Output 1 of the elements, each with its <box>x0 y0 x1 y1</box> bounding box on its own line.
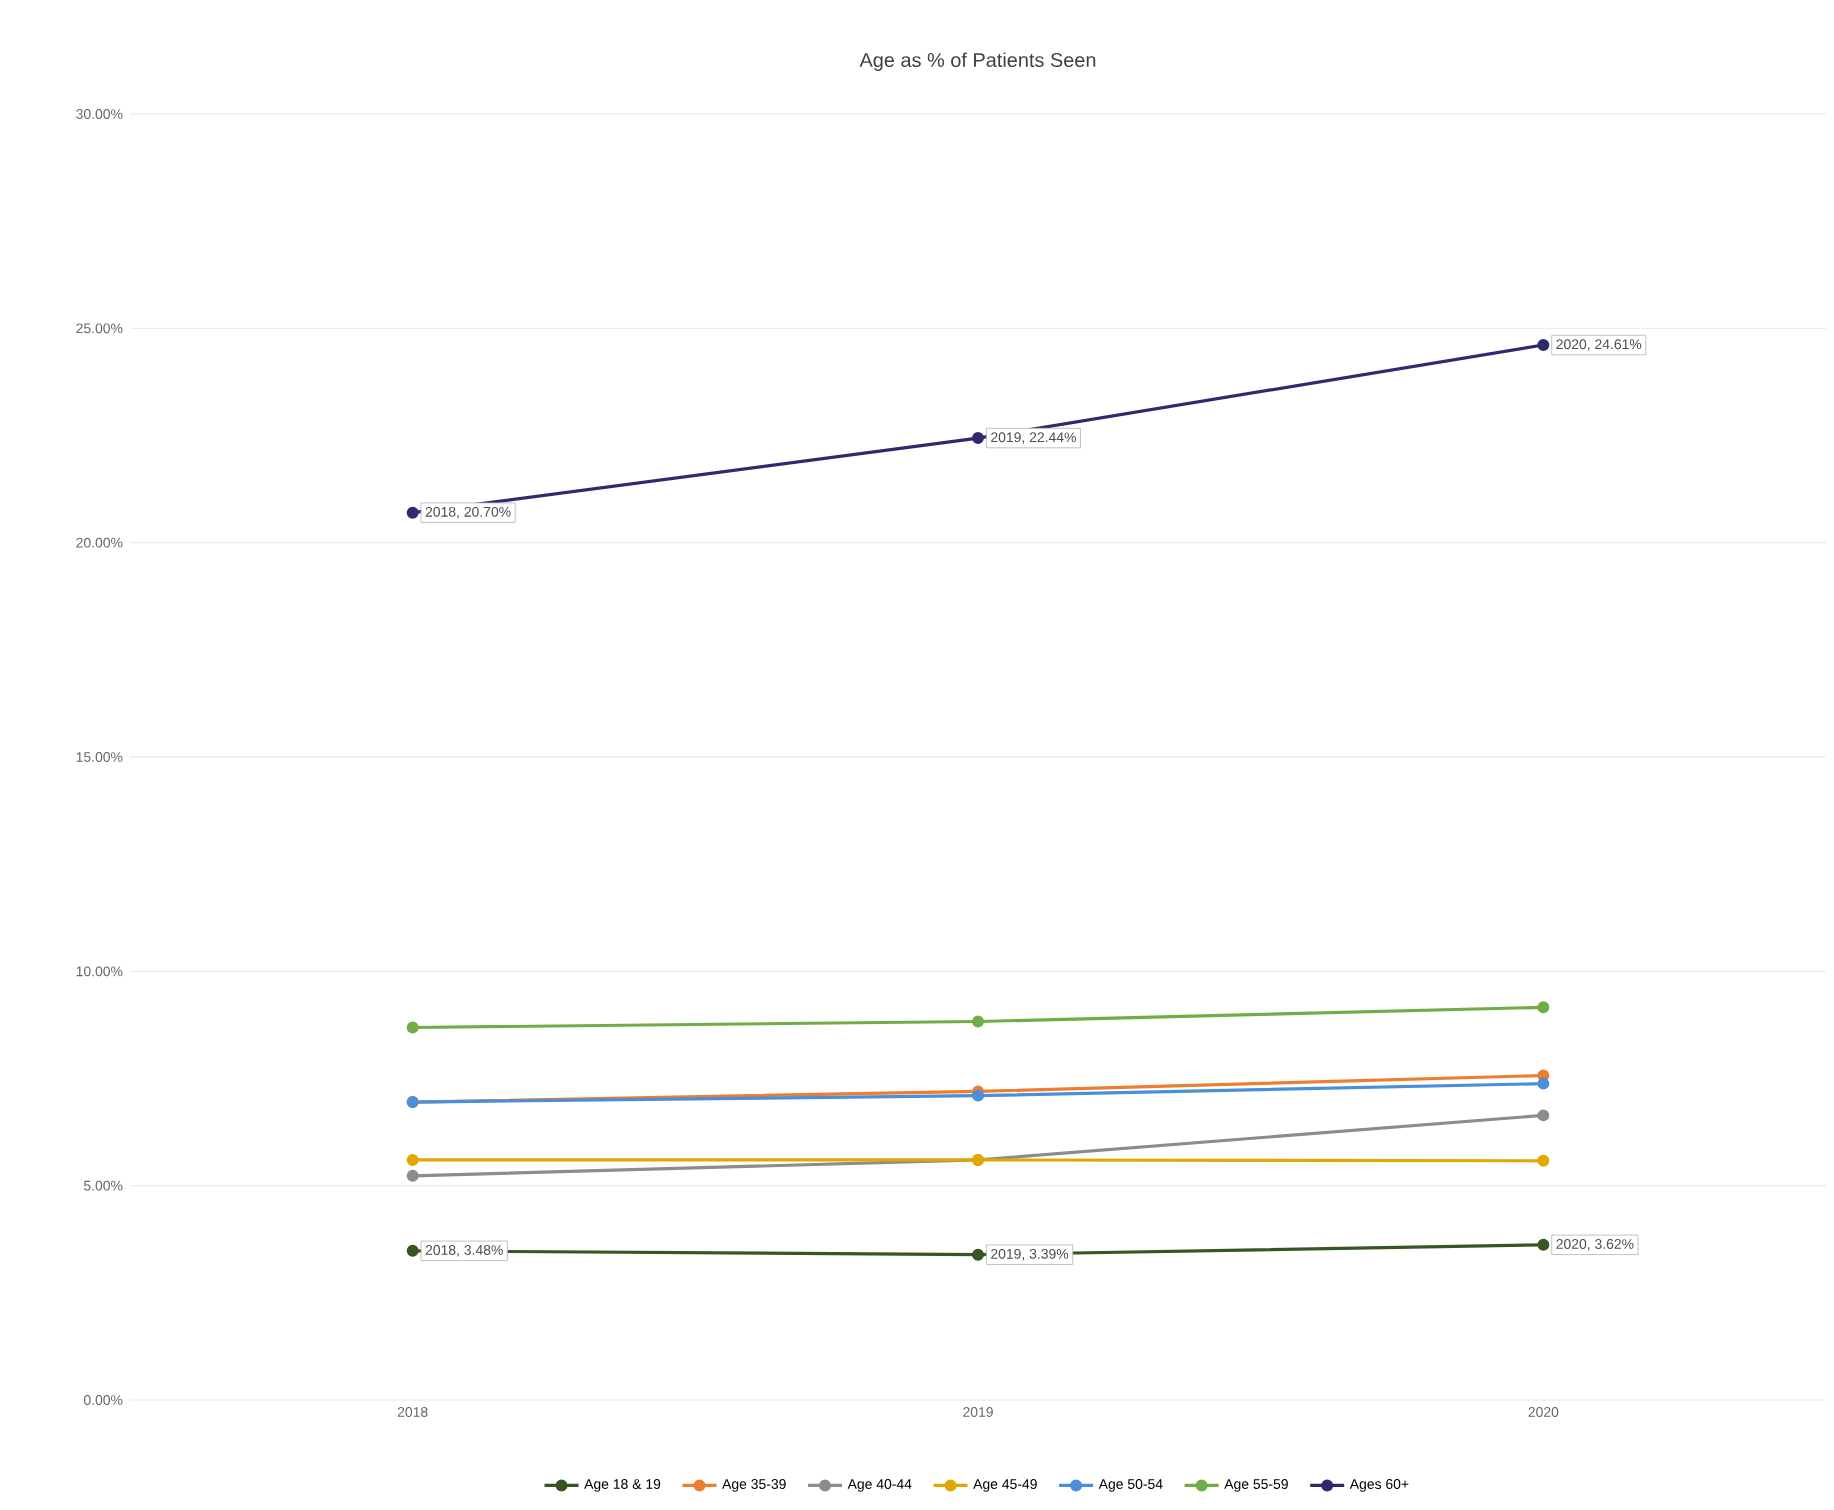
chart-title: Age as % of Patients Seen <box>859 52 1096 71</box>
